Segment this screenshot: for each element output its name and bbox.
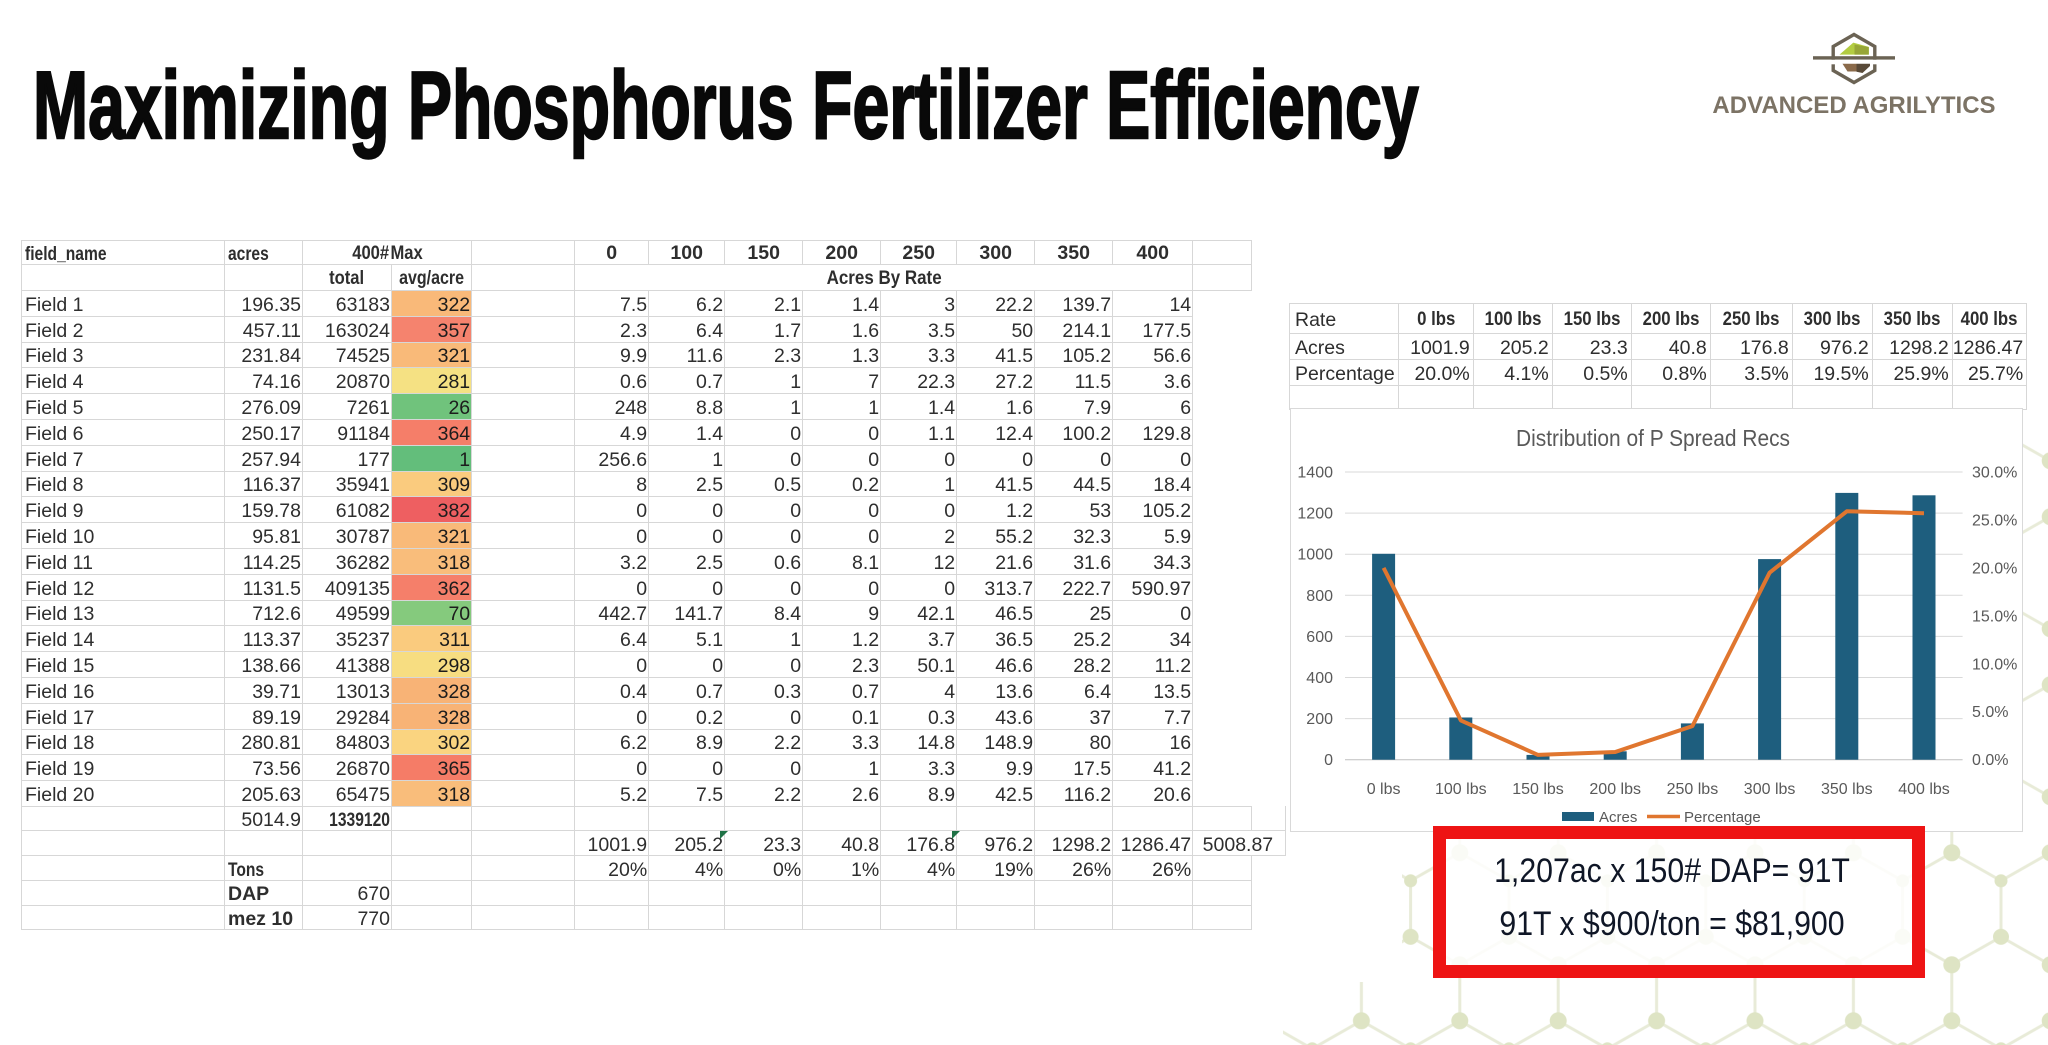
svg-text:20.0%: 20.0%: [1972, 560, 2017, 577]
svg-text:1200: 1200: [1297, 506, 1333, 523]
svg-text:250 lbs: 250 lbs: [1667, 781, 1719, 798]
svg-text:5.0%: 5.0%: [1972, 704, 2008, 721]
svg-text:Distribution of P Spread Recs: Distribution of P Spread Recs: [1516, 425, 1790, 451]
svg-text:0 lbs: 0 lbs: [1367, 781, 1401, 798]
svg-text:10.0%: 10.0%: [1972, 656, 2017, 673]
svg-text:1000: 1000: [1297, 547, 1333, 564]
svg-text:30.0%: 30.0%: [1972, 465, 2017, 482]
svg-text:15.0%: 15.0%: [1972, 608, 2017, 625]
svg-text:150 lbs: 150 lbs: [1512, 781, 1564, 798]
svg-text:0.0%: 0.0%: [1972, 752, 2008, 769]
svg-text:400: 400: [1306, 670, 1333, 687]
svg-text:800: 800: [1306, 588, 1333, 605]
svg-text:25.0%: 25.0%: [1972, 512, 2017, 529]
svg-text:100 lbs: 100 lbs: [1435, 781, 1487, 798]
svg-text:200 lbs: 200 lbs: [1589, 781, 1641, 798]
svg-text:300 lbs: 300 lbs: [1744, 781, 1796, 798]
svg-text:600: 600: [1306, 629, 1333, 646]
svg-text:350 lbs: 350 lbs: [1821, 781, 1873, 798]
svg-text:Acres: Acres: [1599, 809, 1637, 826]
svg-text:200: 200: [1306, 711, 1333, 728]
svg-text:400 lbs: 400 lbs: [1898, 781, 1950, 798]
svg-text:0: 0: [1324, 752, 1333, 769]
svg-text:Percentage: Percentage: [1684, 809, 1761, 826]
svg-text:1400: 1400: [1297, 465, 1333, 482]
